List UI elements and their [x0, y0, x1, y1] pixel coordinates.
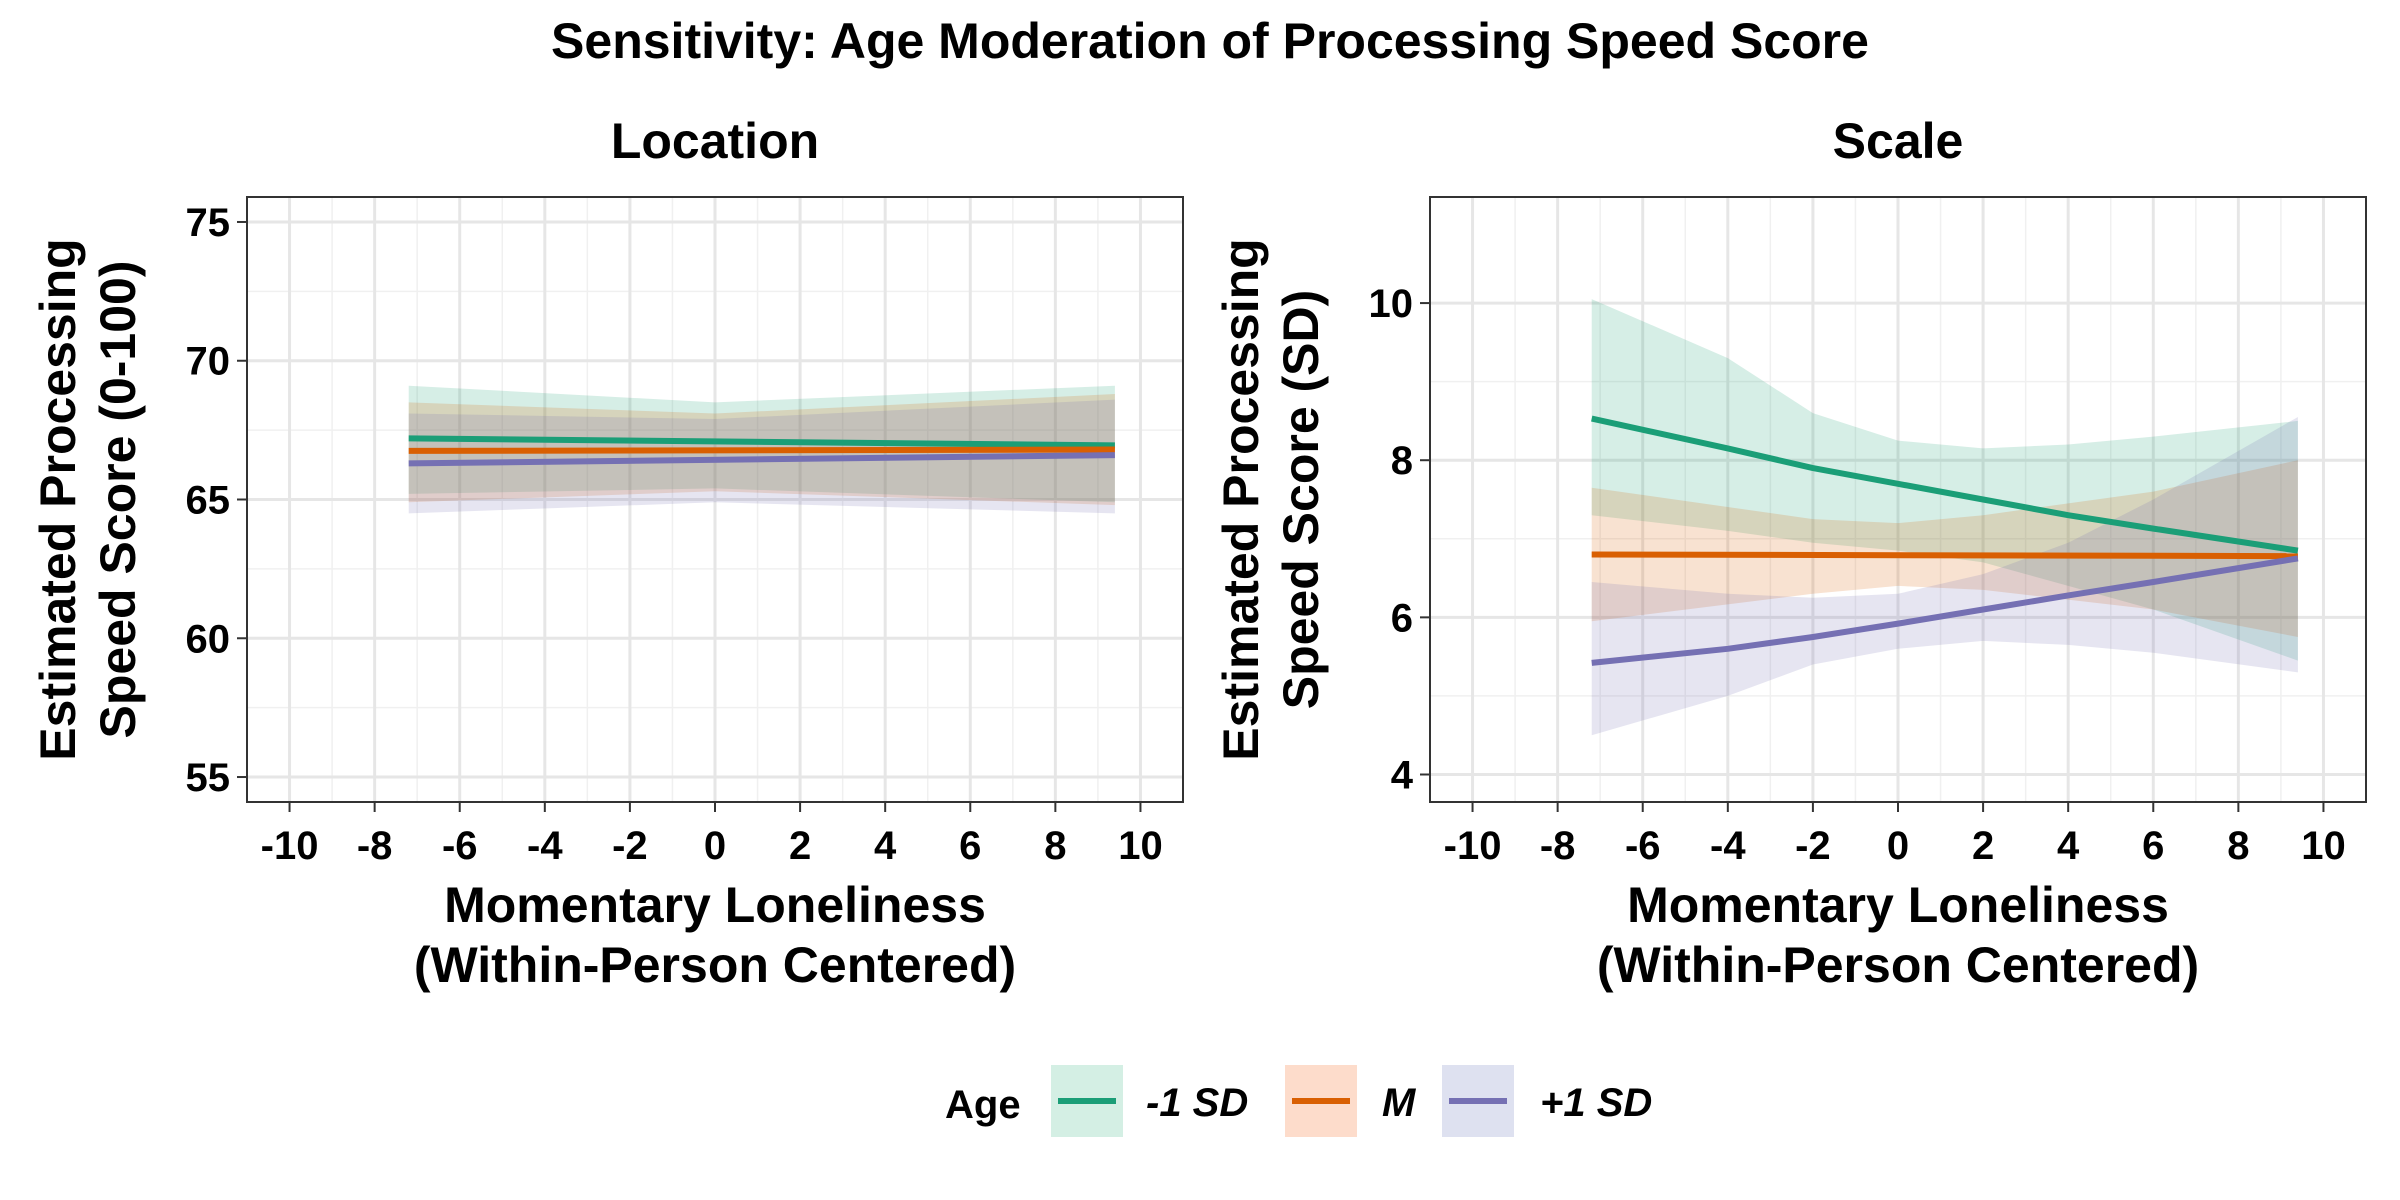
- x-tick-label: -8: [357, 824, 393, 868]
- legend-label: M: [1382, 1081, 1417, 1125]
- legend-item: +1 SD: [1442, 1065, 1652, 1137]
- x-tick-label: -10: [261, 824, 319, 868]
- x-tick-label: 0: [1887, 824, 1909, 868]
- series-line: [408, 452, 1115, 467]
- chart-title: Sensitivity: Age Moderation of Processin…: [551, 13, 1869, 69]
- x-tick-label: -4: [527, 824, 563, 868]
- x-tick-label: 2: [1972, 824, 1994, 868]
- chart-panels: -10 -8 -6 -4 -2 0 2 4 6 8 105560657075LocationMome…: [30, 113, 2367, 993]
- confidence-ribbon: [1591, 417, 2298, 736]
- x-tick-label: 6: [959, 824, 981, 868]
- y-tick-label: 60: [186, 617, 231, 661]
- x-tick-label: -8: [1540, 824, 1576, 868]
- x-tick-label: 4: [2057, 824, 2080, 868]
- y-axis-label: Estimated Processing: [1213, 238, 1269, 760]
- x-tick-label: 2: [789, 824, 811, 868]
- x-tick-label: -6: [442, 824, 478, 868]
- legend: Age -1 SD M +1 SD: [945, 1065, 1652, 1137]
- y-axis-label: Speed Score (0-100): [90, 261, 146, 739]
- panel-title: Scale: [1833, 113, 1964, 169]
- y-tick-label: 65: [186, 479, 231, 523]
- x-tick-label: 0: [704, 824, 726, 868]
- x-tick-label: -4: [1710, 824, 1746, 868]
- panel-title: Location: [611, 113, 819, 169]
- y-tick-label: 75: [186, 201, 231, 245]
- legend-item: M: [1285, 1065, 1417, 1137]
- x-tick-label: 10: [1118, 824, 1163, 868]
- x-tick-label: 4: [874, 824, 897, 868]
- series-line: [1591, 555, 2299, 666]
- x-axis-label: Momentary Loneliness: [444, 877, 986, 933]
- y-tick-label: 10: [1369, 282, 1414, 326]
- y-axis-label: Speed Score (SD): [1273, 290, 1329, 710]
- legend-item: -1 SD: [1051, 1065, 1248, 1137]
- panel-location: -10 -8 -6 -4 -2 0 2 4 6 8 10 55 60 65 70 75 Location Mome…: [30, 113, 1184, 993]
- y-tick-label: 6: [1391, 596, 1413, 640]
- y-tick-label: 55: [186, 756, 231, 800]
- panel-scale: -10 -8 -6 -4 -2 0 2 4 6 8 10 4 6 8 10 Scale Momentary Lo…: [1213, 113, 2367, 993]
- legend-title: Age: [945, 1083, 1021, 1127]
- x-tick-label: 8: [1044, 824, 1066, 868]
- x-axis-label: (Within-Person Centered): [1597, 937, 2199, 993]
- y-tick-label: 70: [186, 340, 231, 384]
- x-axis-label: Momentary Loneliness: [1627, 877, 2169, 933]
- x-tick-label: -6: [1625, 824, 1661, 868]
- x-tick-label: 6: [2142, 824, 2164, 868]
- x-tick-label: 10: [2301, 824, 2346, 868]
- x-tick-label: -10: [1444, 824, 1502, 868]
- y-tick-label: 8: [1391, 439, 1413, 483]
- y-tick-label: 4: [1391, 754, 1414, 798]
- x-tick-label: -2: [1795, 824, 1831, 868]
- confidence-ribbon: [1591, 460, 2298, 637]
- legend-label: -1 SD: [1146, 1081, 1248, 1125]
- x-tick-label: 8: [2227, 824, 2249, 868]
- legend-label: +1 SD: [1540, 1081, 1652, 1125]
- series-line: [1591, 415, 2299, 554]
- y-axis-label: Estimated Processing: [30, 238, 86, 760]
- series-line: [1591, 551, 2298, 560]
- confidence-ribbon: [1591, 299, 2298, 661]
- x-tick-label: -2: [612, 824, 648, 868]
- series-line: [408, 446, 1115, 454]
- x-axis-label: (Within-Person Centered): [414, 937, 1016, 993]
- series-line: [408, 435, 1115, 449]
